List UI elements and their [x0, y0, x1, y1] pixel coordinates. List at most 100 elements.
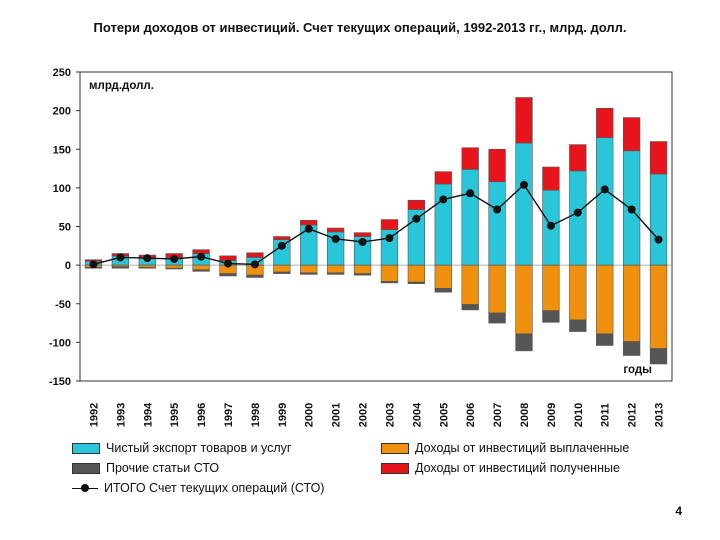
x-tick-label: 2010 [573, 403, 585, 427]
legend-item-other: Прочие статьи СТО [72, 461, 219, 475]
x-tick-label: 2009 [546, 403, 558, 427]
total-point [304, 224, 313, 233]
legend-label-income-paid: Доходы от инвестиций выплаченные [415, 441, 630, 455]
y-axis-label: млрд.долл. [89, 80, 154, 92]
bar-segment [407, 264, 426, 283]
bar-segment [596, 108, 614, 138]
bar-segment [434, 264, 452, 289]
bar-segment [569, 319, 587, 332]
y-tick-label: -100 [49, 337, 71, 349]
bar-segment [380, 219, 399, 230]
legend-item-total: ИТОГО Счет текущих операций (СТО) [72, 481, 324, 495]
page-title: Потери доходов от инвестиций. Счет текущ… [93, 20, 627, 35]
bar-segment [622, 117, 641, 152]
bar-segment [326, 264, 345, 274]
bar-segment [596, 333, 614, 346]
bar-segment [219, 273, 237, 277]
legend-label-income-received: Доходы от инвестиций полученные [415, 461, 620, 475]
legend-item-net-export: Чистый экспорт товаров и услуг [72, 441, 292, 455]
bar-segment [488, 181, 506, 266]
bar-segment [515, 264, 533, 335]
bar-segment [300, 220, 318, 226]
bar-segment [488, 148, 506, 182]
bar-segment [461, 169, 479, 266]
total-point [412, 214, 421, 223]
legend-swatch-income-received [381, 462, 409, 474]
bar-segment [246, 274, 264, 278]
bar-segment [569, 144, 587, 172]
x-tick-label: 1996 [196, 403, 208, 427]
x-tick-label: 2004 [411, 402, 423, 427]
page-number: 4 [675, 504, 682, 518]
bar-segment [380, 281, 399, 284]
legend-swatch-net-export [72, 442, 100, 454]
bar-segment [649, 141, 668, 175]
total-point [197, 252, 206, 261]
bar-segment [596, 137, 614, 266]
bar-segment [542, 166, 560, 191]
total-point [250, 260, 259, 269]
x-tick-label: 2013 [654, 403, 666, 427]
x-tick-label: 1992 [88, 403, 100, 427]
x-tick-label: 1999 [277, 403, 289, 427]
bar-segment [138, 267, 156, 269]
bar-segment [569, 170, 587, 266]
total-point [493, 205, 502, 214]
bar-segment [542, 310, 560, 323]
bar-segment [622, 264, 641, 342]
bar-segment [515, 97, 533, 144]
bar-segment [246, 252, 264, 258]
bar-segment [569, 264, 587, 321]
y-tick-label: -150 [49, 376, 71, 388]
bar-segment [488, 264, 506, 314]
x-tick-label: 2000 [304, 403, 316, 427]
bar-segment [434, 287, 452, 293]
bar-segment [434, 171, 452, 185]
legend-swatch-other [72, 462, 100, 474]
y-tick-label: 50 [59, 222, 71, 234]
x-tick-label: 1997 [223, 403, 235, 427]
total-point [439, 195, 448, 204]
legend-item-income-paid: Доходы от инвестиций выплаченные [381, 441, 629, 455]
bar-segment [192, 264, 210, 271]
bar-segment [649, 264, 668, 349]
bar-segment [138, 264, 156, 268]
x-tick-label: 2007 [492, 403, 504, 427]
bar-segment [300, 264, 318, 274]
x-tick-label: 2008 [519, 403, 531, 427]
x-tick-label: 2003 [384, 403, 396, 427]
total-point [331, 234, 340, 243]
x-tick-label: 2005 [438, 403, 450, 427]
total-point [520, 180, 528, 189]
total-point [143, 254, 152, 263]
total-point [170, 254, 179, 263]
total-point [277, 241, 286, 250]
total-point [116, 253, 125, 262]
bar-segment [353, 232, 372, 237]
x-tick-label: 2012 [627, 403, 639, 427]
x-tick-label: 1994 [142, 402, 154, 427]
bar-segment [407, 199, 426, 210]
x-tick-label: 2001 [331, 403, 343, 427]
total-point [573, 208, 582, 217]
bar-segment [353, 264, 372, 274]
bar-segment [273, 271, 291, 274]
y-tick-label: 100 [53, 183, 71, 195]
legend-label-net-export: Чистый экспорт товаров и услуг [106, 441, 292, 455]
legend-item-income-received: Доходы от инвестиций полученные [381, 461, 620, 475]
bar-segment [461, 264, 479, 305]
bar-segment [461, 304, 479, 311]
x-tick-label: 2002 [358, 403, 370, 427]
legend-swatch-total [72, 483, 98, 493]
total-point [546, 221, 555, 230]
bar-segment [326, 227, 345, 233]
total-point [654, 235, 663, 244]
y-tick-label: 200 [53, 106, 71, 118]
total-point [89, 260, 98, 269]
y-tick-label: 0 [65, 260, 71, 272]
legend-label-total: ИТОГО Счет текущих операций (СТО) [104, 481, 325, 495]
y-tick-label: 250 [53, 67, 71, 79]
total-point [466, 189, 475, 198]
total-point [385, 234, 394, 243]
legend-swatch-income-paid [381, 442, 409, 454]
